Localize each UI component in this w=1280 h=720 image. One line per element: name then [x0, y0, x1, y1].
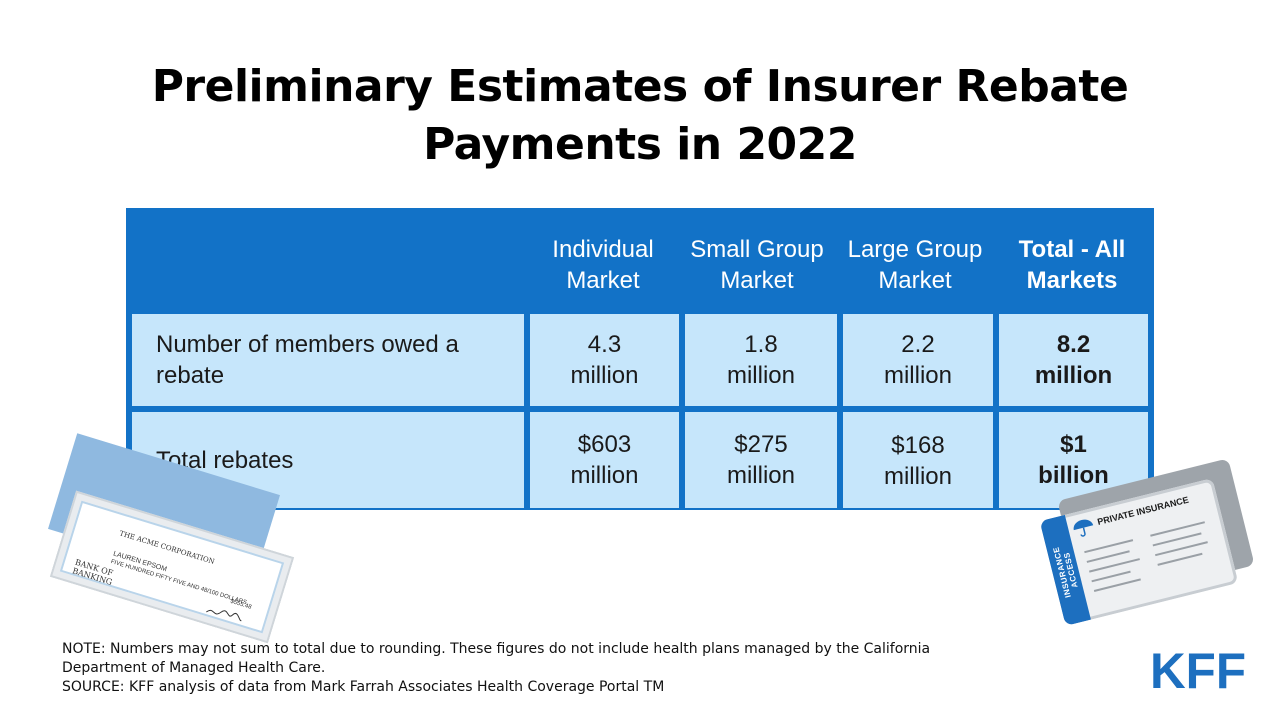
kff-logo-text: KFF [1150, 646, 1246, 692]
insurance-card-icon: INSURANCE ACCESS PRIVATE INSURANCE [1039, 478, 1239, 626]
card-line [1091, 570, 1131, 583]
title-line-1: Preliminary Estimates of Insurer Rebate [151, 61, 1129, 112]
kff-logo: KFF [1150, 646, 1246, 692]
cell-members-total: 8.2 million [999, 314, 1148, 406]
card-line [1093, 578, 1141, 592]
note-line-2: Department of Managed Health Care. [62, 660, 326, 676]
cell-rebates-small-group: $275 million [685, 412, 837, 508]
check-amount-words: FIVE HUNDRED FIFTY FIVE AND 48/100 DOLLA… [109, 559, 248, 607]
cell-rebates-individual: $603 million [530, 412, 679, 508]
column-header-large-group: Large Group Market [847, 236, 983, 294]
source-line: SOURCE: KFF analysis of data from Mark F… [62, 679, 665, 695]
rebate-table: Individual Market Small Group Market Large… [126, 208, 1154, 510]
card-line [1157, 552, 1203, 566]
check-face: THE ACME CORPORATION LAUREN EPSOM FIVE H… [59, 500, 285, 634]
card-strip-label: INSURANCE ACCESS [1051, 545, 1080, 599]
umbrella-icon [1073, 519, 1094, 537]
row-label-members: Number of members owed a rebate [132, 314, 524, 406]
signature-icon [206, 609, 242, 622]
note-line-1: NOTE: Numbers may not sum to total due t… [62, 641, 931, 657]
footnote: NOTE: Numbers may not sum to total due t… [62, 640, 1022, 697]
cell-members-small-group: 1.8 million [685, 314, 837, 406]
cell-rebates-large-group: $168 million [843, 412, 993, 508]
bank-check-icon: THE ACME CORPORATION LAUREN EPSOM FIVE H… [49, 490, 295, 644]
title-line-2: Payments in 2022 [423, 119, 857, 170]
page-title: Preliminary Estimates of Insurer Rebate … [0, 58, 1280, 174]
column-header-small-group: Small Group Market [690, 236, 824, 294]
column-header-individual: Individual Market [552, 236, 654, 294]
cell-members-individual: 4.3 million [530, 314, 679, 406]
column-header-total: Total - All Markets [1018, 236, 1126, 294]
cell-members-large-group: 2.2 million [843, 314, 993, 406]
